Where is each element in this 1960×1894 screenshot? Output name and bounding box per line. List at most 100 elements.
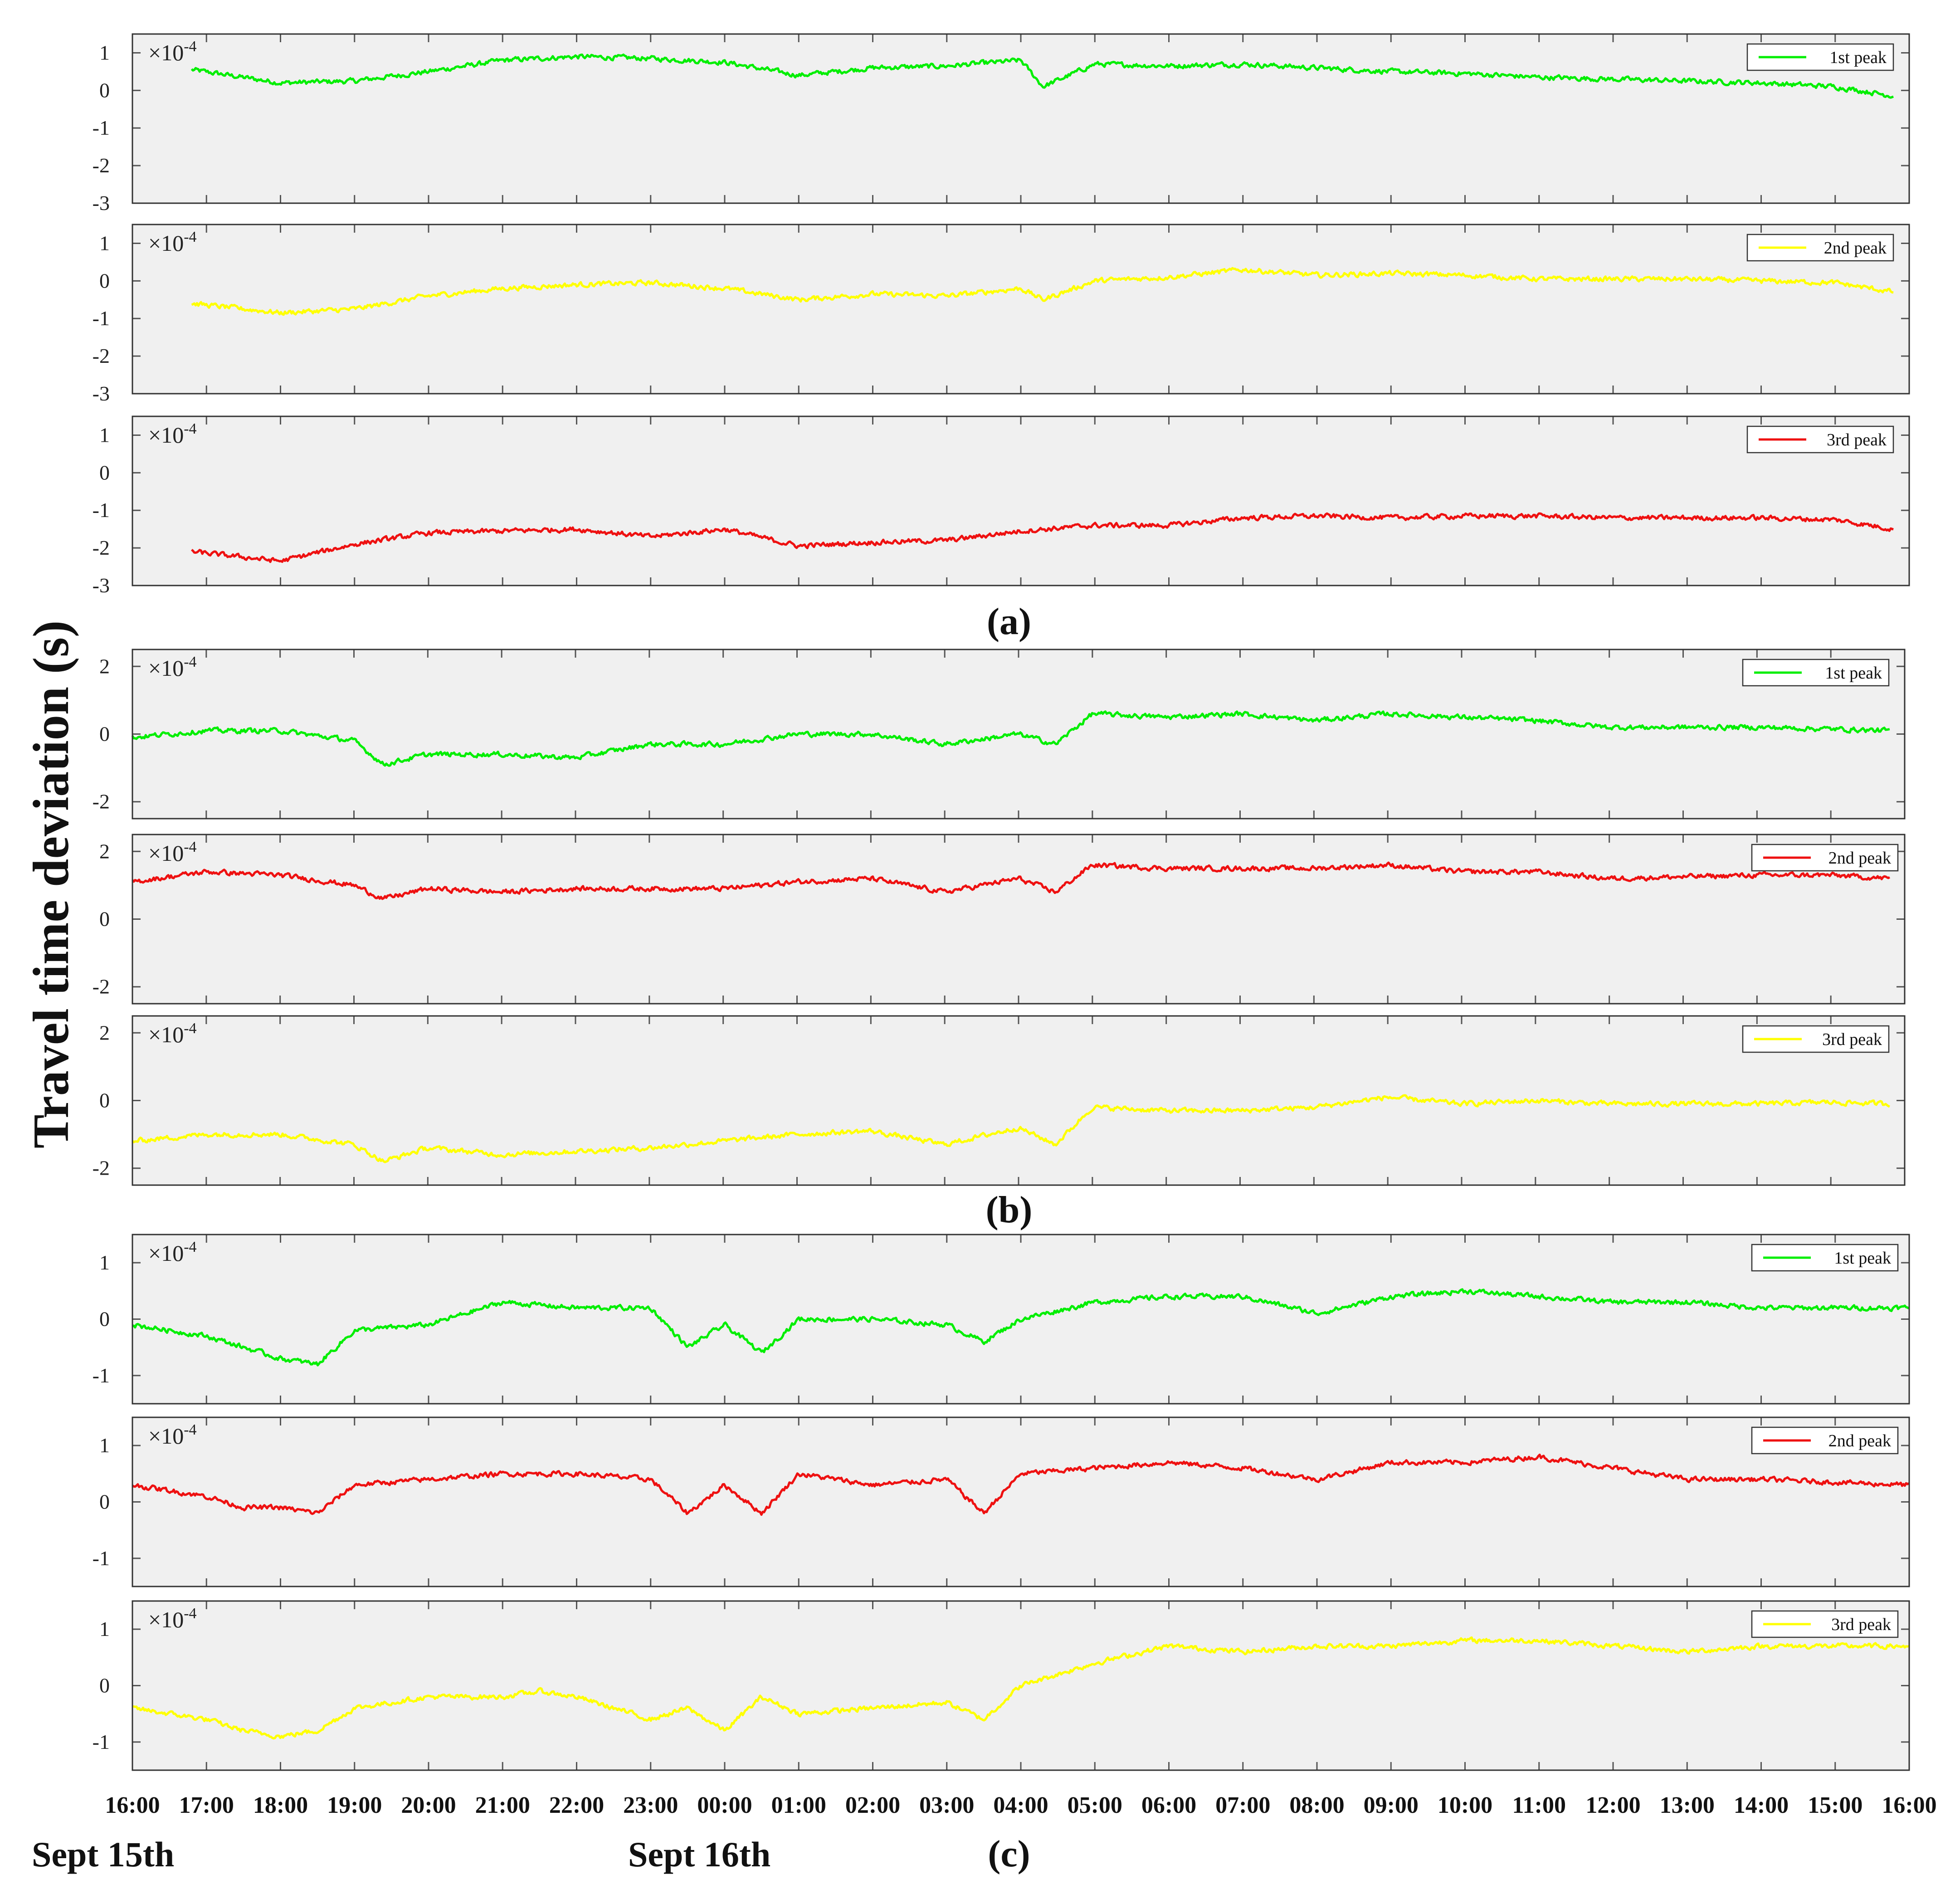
x-tick-label: 04:00 [993,1792,1048,1818]
y-tick-label: -2 [93,536,110,559]
x-tick-label: 09:00 [1364,1792,1419,1818]
exponent-label: ×10-4 [148,839,197,866]
y-tick-label: 2 [99,1021,110,1044]
axes-frame [132,1416,1910,1587]
y-tick-label: -2 [93,1157,110,1180]
panel-7: 1 0 -1 ×10-4 1st peak [93,1234,1910,1405]
legend-label: 2nd peak [1828,849,1891,868]
x-tick-label: 16:00 [105,1792,160,1818]
y-tick-label: -3 [93,574,110,597]
legend-label: 2nd peak [1824,239,1887,258]
x-tick-label: 13:00 [1660,1792,1715,1818]
y-tick-label: 2 [99,654,110,678]
plot-background [132,835,1905,1004]
y-tick-label: 0 [99,1490,110,1513]
y-tick-label: -1 [93,1364,110,1387]
exponent-label: ×10-4 [148,1020,197,1047]
y-tick-label: 0 [99,461,110,484]
exponent-label: ×10-4 [148,229,197,256]
y-tick-label: -1 [93,116,110,139]
legend: 3rd peak [1746,425,1894,454]
x-tick-label: 08:00 [1289,1792,1344,1818]
legend: 2nd peak [1751,1426,1899,1455]
panel-2: 1 0 -1 -2 -3 ×10-4 2nd peak [93,224,1910,405]
panel-3: 1 0 -1 -2 -3 ×10-4 3rd peak [93,415,1910,597]
exponent-label: ×10-4 [148,1605,197,1632]
group-label-c: (c) [988,1833,1030,1875]
y-tick-label: 0 [99,1308,110,1331]
x-tick-label: 10:00 [1438,1792,1492,1818]
axes-frame [132,649,1906,820]
y-tick-label: -1 [93,1547,110,1570]
y-tick-label: -2 [93,154,110,177]
panel-5: 2 0 -2 ×10-4 2nd peak [93,834,1906,1005]
series-line [132,1454,1910,1516]
y-tick-label: -1 [93,307,110,330]
x-tick-label: 15:00 [1808,1792,1862,1818]
y-tick-label: -1 [93,498,110,522]
panels: 1 0 -1 -2 -3 ×10-4 1st peak 1 0 -1 -2 -3 ×10-4 2nd pe… [93,33,1910,1771]
x-tick-label: 02:00 [845,1792,900,1818]
exponent-label: ×10-4 [148,1239,197,1266]
x-tick-label: 22:00 [549,1792,604,1818]
panel-6: 2 0 -2 ×10-4 3rd peak [93,1015,1906,1186]
panel-9: 1 0 -1 ×10-4 3rd peak [93,1600,1910,1771]
exponent-label: ×10-4 [148,420,197,448]
group-label-a: (a) [987,600,1031,643]
x-tick-label: 19:00 [327,1792,382,1818]
date-mid-label: Sept 16th [628,1835,770,1874]
legend-label: 3rd peak [1827,430,1887,449]
plot-background [132,416,1909,586]
y-tick-label: -1 [93,1730,110,1753]
series-line [191,512,1894,563]
plot-background [132,1417,1909,1586]
legend: 2nd peak [1746,234,1894,262]
y-tick-label: 1 [99,41,110,64]
axes-frame [132,1234,1910,1405]
axes-frame [132,33,1910,204]
group-label-b: (b) [986,1189,1033,1231]
legend: 3rd peak [1751,1610,1899,1638]
y-tick-label: 1 [99,423,110,446]
legend: 2nd peak [1751,844,1899,872]
legend-label: 2nd peak [1828,1431,1891,1450]
x-tick-label: 21:00 [475,1792,530,1818]
y-axis-label: Travel time deviation (s) [23,620,79,1148]
y-tick-label: 0 [99,1674,110,1697]
y-tick-label: -2 [93,344,110,367]
exponent-label: ×10-4 [148,1421,197,1449]
x-tick-label: 03:00 [919,1792,974,1818]
y-tick-label: -2 [93,975,110,998]
axes-frame [132,1015,1906,1186]
x-tick-label: 23:00 [623,1792,678,1818]
legend-label: 1st peak [1834,1249,1891,1268]
x-tick-label: 17:00 [179,1792,234,1818]
y-tick-label: 2 [99,840,110,863]
x-tick-label: 07:00 [1215,1792,1270,1818]
x-tick-label: 00:00 [697,1792,752,1818]
panel-4: 2 0 -2 ×10-4 1st peak [93,649,1906,820]
series-line [132,1288,1910,1367]
plot-background [132,34,1909,203]
panel-1: 1 0 -1 -2 -3 ×10-4 1st peak [93,33,1910,215]
y-tick-label: 1 [99,1617,110,1640]
series-line [132,1094,1890,1163]
panel-8: 1 0 -1 ×10-4 2nd peak [93,1416,1910,1587]
x-tick-label: 06:00 [1141,1792,1196,1818]
legend-label: 1st peak [1825,664,1882,683]
plot-background [132,1016,1905,1185]
series-line [131,710,1890,767]
y-tick-label: 1 [99,1251,110,1274]
axes-frame [132,415,1910,586]
date-start-label: Sept 15th [32,1835,174,1874]
series-line [132,861,1891,900]
legend: 1st peak [1746,43,1894,71]
y-tick-label: 0 [99,1089,110,1112]
y-tick-label: 1 [99,1434,110,1457]
x-tick-labels: 16:00 17:00 18:00 19:00 20:00 21:00 22:00 23:00… [105,1792,1936,1818]
x-tick-label: 16:00 [1882,1792,1936,1818]
legend-label: 1st peak [1829,48,1887,67]
legend: 1st peak [1751,1244,1899,1272]
series-line [191,267,1894,316]
